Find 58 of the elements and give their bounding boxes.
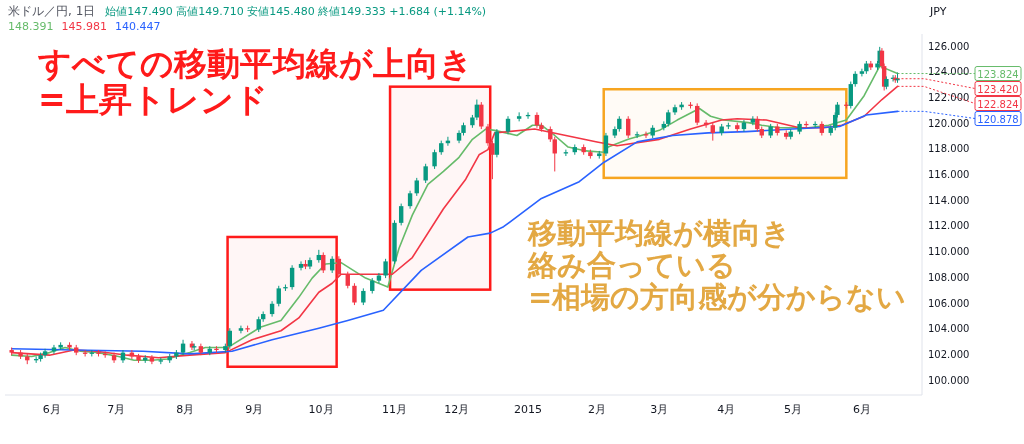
text: 145.981 (61, 20, 107, 33)
candlestick (479, 101, 484, 130)
candlestick (494, 128, 500, 158)
x-tick-label: 10月 (308, 403, 334, 416)
candlestick (516, 111, 522, 122)
text: 148.391 (8, 20, 54, 33)
y-tick-label: 100.000 (928, 374, 970, 386)
annotation: 移動平均線が横向き (527, 216, 791, 250)
candlestick (51, 344, 57, 355)
y-tick-label: 126.000 (928, 40, 970, 52)
y-tick-label: 104.000 (928, 323, 970, 335)
y-tick-label: 110.000 (928, 246, 970, 258)
candlestick (432, 149, 437, 170)
annotation: 123.824 (977, 68, 1019, 80)
x-tick-label: 7月 (107, 403, 126, 416)
y-tick-label: 120.000 (928, 117, 970, 129)
chart-subtitle: 始値147.490 高値149.710 安値145.480 終値149.333 +1.684 (+1.14%) (105, 5, 487, 18)
annotation: 絡み合っている (527, 248, 736, 282)
x-tick-label: 3月 (650, 403, 669, 416)
x-tick-label: 12月 (444, 403, 470, 416)
x-tick-label: 2015 (514, 403, 543, 416)
x-tick-label: 6月 (852, 403, 871, 416)
y-tick-label: 116.000 (928, 169, 970, 181)
annotation: すべての移動平均線が上向き (37, 44, 473, 83)
annotation: 120.878 (977, 113, 1019, 125)
candlestick (603, 132, 609, 157)
candlestick (848, 81, 853, 110)
y-tick-label: 118.000 (928, 143, 970, 155)
candlestick (383, 258, 388, 279)
y-tick-label: 106.000 (928, 297, 970, 309)
chart-title: 米ドル／円, 1日 (8, 4, 96, 18)
y-tick-label: 108.000 (928, 271, 970, 283)
y-axis-title: JPY (929, 5, 947, 18)
candlestick (352, 282, 357, 306)
candlestick (423, 163, 428, 184)
x-tick-label: 5月 (783, 403, 802, 416)
text: 140.447 (115, 20, 161, 33)
y-tick-label: 124.000 (928, 66, 970, 78)
candlestick (398, 203, 404, 226)
annotation: 123.420 (977, 83, 1019, 95)
x-tick-label: 8月 (176, 403, 195, 416)
x-tick-label: 6月 (42, 403, 61, 416)
x-tick-label: 9月 (245, 403, 264, 416)
y-tick-label: 112.000 (928, 220, 970, 232)
candlestick (859, 68, 865, 77)
x-tick-label: 2月 (588, 403, 607, 416)
candlestick (238, 325, 244, 334)
y-tick-label: 102.000 (928, 348, 970, 360)
annotation: 122.824 (977, 98, 1019, 110)
y-tick-label: 114.000 (928, 194, 970, 206)
candlestick (276, 285, 281, 307)
y-tick-label: 122.000 (928, 91, 970, 103)
candlestick (42, 348, 48, 359)
annotation: =相場の方向感が分からない (528, 280, 907, 314)
candlestick (695, 102, 700, 126)
candlestick (474, 99, 480, 121)
x-tick-label: 11月 (382, 403, 407, 416)
x-tick-label: 4月 (717, 403, 736, 416)
